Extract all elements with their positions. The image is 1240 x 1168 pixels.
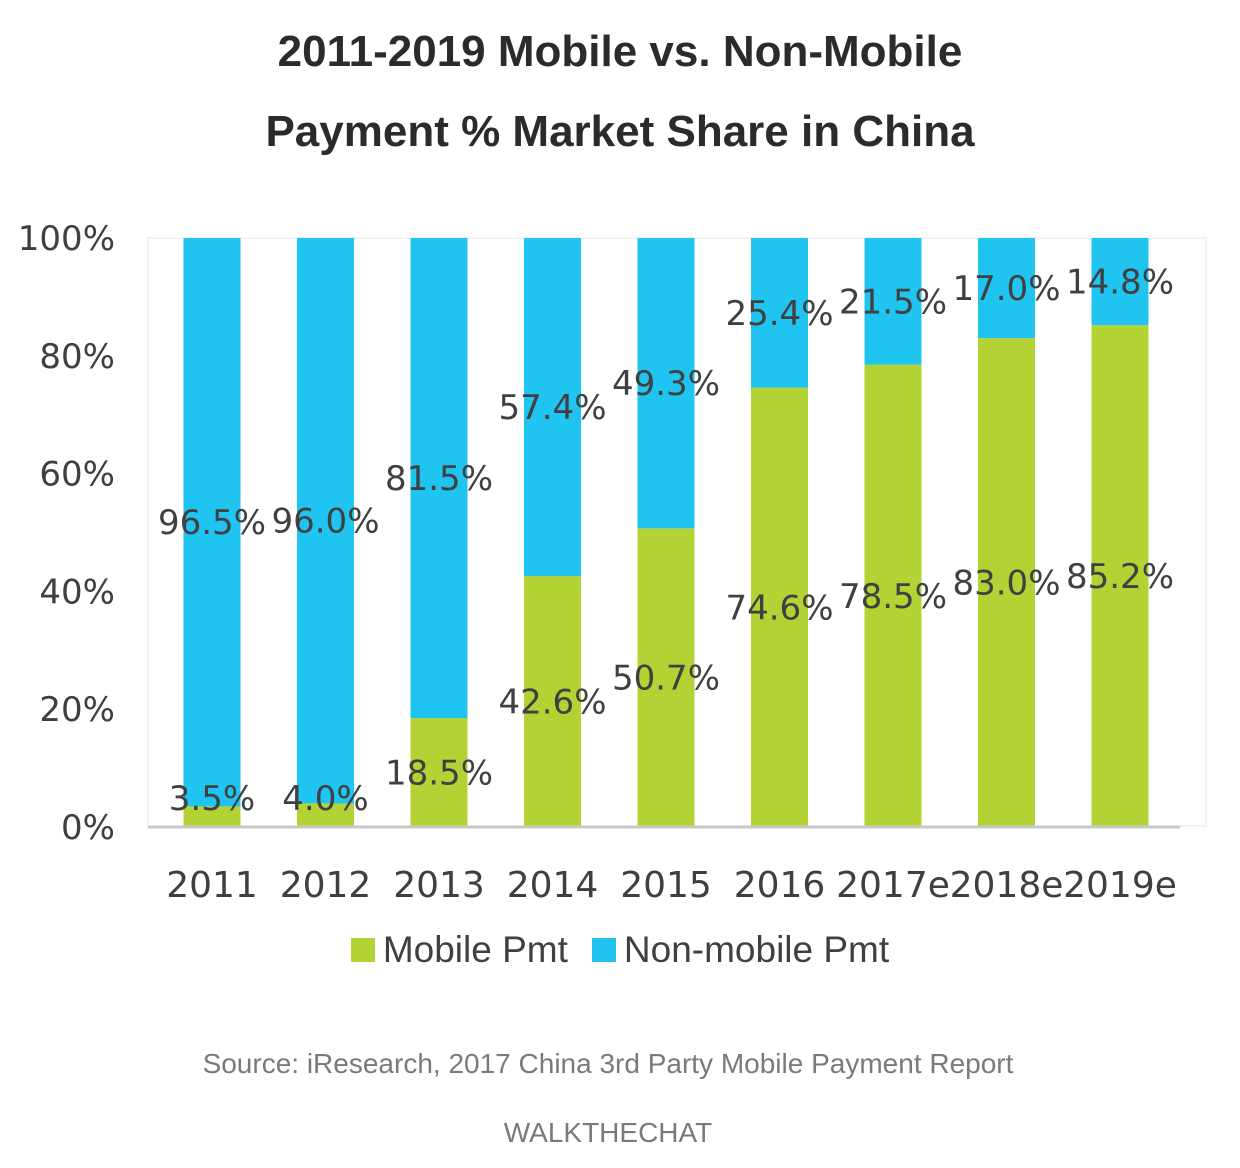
chart-title-line-1: 2011-2019 Mobile vs. Non-Mobile: [277, 27, 963, 76]
bar-non-mobile-2016: [751, 238, 808, 388]
bar-non-mobile-2019e: [1091, 238, 1149, 326]
data-label-mobile-2018e: 83.0%: [952, 564, 1060, 604]
legend-label-non-mobile: Non-mobile Pmt: [623, 929, 890, 970]
bar-mobile-2013: [410, 718, 468, 827]
y-tick-label: 40%: [39, 572, 115, 612]
x-tick-label: 2015: [620, 865, 712, 906]
x-tick-label: 2013: [393, 865, 485, 906]
x-tick-label: 2014: [507, 865, 599, 906]
bar-non-mobile-2012: [297, 238, 354, 804]
x-tick-label: 2017e: [836, 865, 950, 906]
data-label-mobile-2012: 4.0%: [282, 779, 368, 819]
x-tick-label: 2016: [734, 865, 826, 906]
source-note: Source: iResearch, 2017 China 3rd Party …: [202, 1048, 1014, 1079]
bar-non-mobile-2018e: [978, 238, 1035, 339]
chart-title: 2011-2019 Mobile vs. Non-Mobile Payment …: [0, 12, 1240, 172]
legend-item-non-mobile: Non-mobile Pmt: [591, 929, 890, 971]
data-label-non-mobile-2011: 96.5%: [158, 503, 266, 543]
legend: Mobile Pmt Non-mobile Pmt: [0, 925, 1240, 975]
data-labels: 3.5% 96.5% 4.0% 96.0% 18.5% 81.5% 42.6% 57.4% 50…: [158, 263, 1174, 819]
bars: [183, 238, 1149, 827]
y-tick-label: 20%: [39, 690, 115, 730]
legend-swatch-mobile: [350, 938, 375, 962]
data-label-mobile-2017e: 78.5%: [839, 577, 947, 617]
data-label-non-mobile-2015: 49.3%: [612, 364, 720, 404]
x-tick-label: 2012: [280, 865, 372, 906]
y-tick-label: 60%: [39, 455, 115, 495]
bar-non-mobile-2011: [183, 238, 241, 807]
data-label-mobile-2013: 18.5%: [385, 754, 493, 794]
data-label-non-mobile-2018e: 17.0%: [952, 269, 1060, 309]
bar-non-mobile-2014: [524, 238, 581, 577]
x-tick-label: 2011: [166, 865, 258, 906]
bar-non-mobile-2015: [637, 238, 695, 529]
y-tick-label: 100%: [18, 219, 115, 259]
y-tick-label: 0%: [61, 808, 115, 848]
bar-mobile-2015: [637, 528, 695, 827]
bar-mobile-2012: [297, 803, 354, 827]
legend-label-mobile: Mobile Pmt: [382, 929, 568, 970]
data-label-mobile-2014: 42.6%: [498, 683, 606, 723]
chart-title-line-2: Payment % Market Share in China: [265, 107, 975, 156]
data-label-mobile-2019e: 85.2%: [1066, 557, 1174, 597]
data-label-non-mobile-2013: 81.5%: [385, 459, 493, 499]
bar-mobile-2018e: [978, 338, 1035, 827]
x-tick-label: 2019e: [1063, 865, 1177, 906]
data-label-non-mobile-2016: 25.4%: [725, 294, 833, 334]
data-label-non-mobile-2017e: 21.5%: [839, 282, 947, 322]
legend-item-mobile: Mobile Pmt: [350, 929, 568, 971]
bar-mobile-2016: [751, 387, 808, 827]
bar-mobile-2014: [524, 576, 581, 827]
data-label-mobile-2016: 74.6%: [725, 588, 833, 628]
data-label-non-mobile-2019e: 14.8%: [1066, 263, 1174, 303]
bar-non-mobile-2013: [410, 238, 468, 719]
legend-swatch-non-mobile: [591, 938, 616, 962]
data-label-mobile-2015: 50.7%: [612, 659, 720, 699]
bar-non-mobile-2017e: [864, 238, 922, 365]
data-label-non-mobile-2012: 96.0%: [271, 502, 379, 542]
data-label-non-mobile-2014: 57.4%: [498, 388, 606, 428]
stacked-bar-chart: 0% 20% 40% 60% 80% 100% 3.5% 96.5% 4.0% 96.0% 18.…: [18, 219, 1207, 906]
x-axis: 2011 2012 2013 2014 2015 2016 2017e 2018e 2019e: [166, 865, 1177, 906]
bar-mobile-2017e: [864, 364, 922, 827]
bar-mobile-2019e: [1091, 325, 1149, 827]
y-axis: 0% 20% 40% 60% 80% 100%: [18, 219, 115, 848]
data-label-mobile-2011: 3.5%: [169, 779, 255, 819]
x-tick-label: 2018e: [950, 865, 1064, 906]
bar-mobile-2011: [183, 806, 241, 827]
brand-watermark: WALKTHECHAT: [503, 1117, 713, 1148]
y-tick-label: 80%: [39, 337, 115, 377]
